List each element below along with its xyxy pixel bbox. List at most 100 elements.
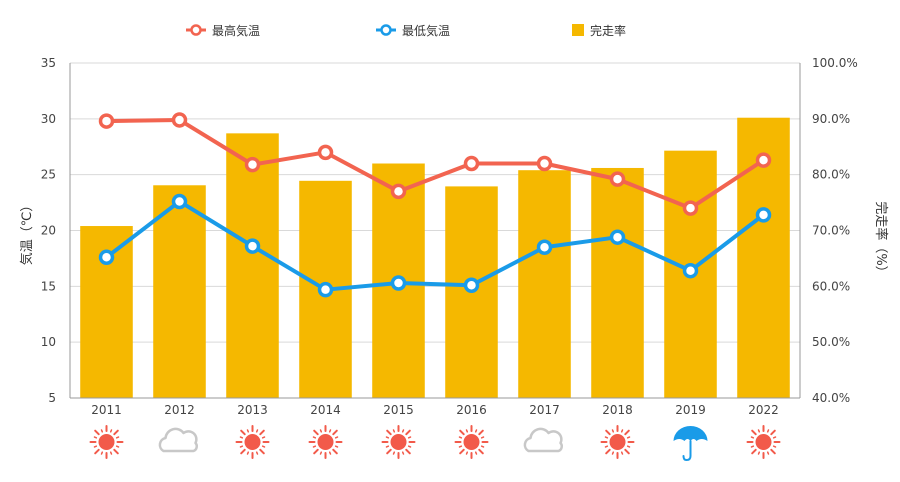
sun-ray [750,436,755,439]
sun-disc [609,434,626,450]
sun-ray [261,436,266,439]
sun-ray [312,445,317,448]
x-tick-label: 2018 [602,403,633,417]
sun-icon [89,425,124,459]
y-axis-left-ticks: 5 10 15 20 25 30 35 [41,56,56,405]
sun-icon [600,425,635,459]
sun-ray [312,436,317,439]
x-tick-label: 2017 [529,403,560,417]
max-temp-line [106,117,765,211]
max-temp-point [463,155,480,172]
sun-ray [385,445,390,448]
sun-disc [755,434,772,450]
sun-ray [386,448,392,455]
sun-ray [332,429,338,436]
legend-max-temp-label: 最高気温 [212,23,260,38]
line-series-min-temp [98,193,772,298]
max-temp-point [244,156,261,173]
min-temp-point [390,275,407,291]
sun-ray [94,429,100,436]
sun-ray [480,445,485,448]
max-temp-point [536,155,553,172]
sun-ray [478,448,484,455]
sun-ray [392,451,396,455]
weather-icons [89,425,781,462]
sun-ray [259,429,265,436]
sun-ray [480,436,485,439]
sun-ray [239,436,244,439]
bar-rate [518,170,571,398]
sun-ray [115,445,120,448]
sun-ray [465,451,469,455]
umbrella-icon [673,426,708,462]
max-temp-point [171,112,188,128]
y2-tick-label: 60.0% [812,279,850,293]
sun-ray [458,445,463,448]
legend-item-min-temp[interactable]: 最低気温 [376,23,450,38]
sun-ray [405,429,411,436]
sun-ray [255,429,259,433]
min-temp-point [609,229,626,245]
legend-rate-label: 完走率 [590,23,626,38]
sun-ray [319,429,323,433]
min-temp-point [463,277,480,293]
sun-icon [235,425,270,459]
sun-ray [766,429,770,433]
sun-ray [328,429,332,433]
min-temp-point [536,239,553,255]
sun-ray [751,429,757,436]
axes [69,63,801,399]
y-tick-label: 30 [41,112,56,126]
sun-ray [757,429,761,433]
x-tick-label: 2019 [675,403,706,417]
sun-ray [474,429,478,433]
sun-ray [240,448,246,455]
sun-ray [770,429,776,436]
sun-icon [381,425,416,459]
sun-ray [115,436,120,439]
x-axis-ticks: 2011 2012 2013 2014 2015 2016 2017 2018 2019 2022 [91,403,779,417]
max-temp-point [755,152,772,168]
sun-ray [750,445,755,448]
legend: 最高気温 最低気温 完走率 [186,23,626,38]
legend-item-max-temp[interactable]: 最高気温 [186,23,260,38]
y2-tick-label: 40.0% [812,391,850,405]
sun-ray [109,429,113,433]
sun-ray [94,448,100,455]
sun-ray [604,436,609,439]
sun-ray [100,451,104,455]
sun-ray [407,436,412,439]
sun-ray [458,436,463,439]
sun-ray [113,429,119,436]
y2-tick-label: 90.0% [812,112,850,126]
sun-ray [240,429,246,436]
umbrella-canopy [673,426,708,441]
cloud-shape [523,427,563,453]
bar-rate [153,185,206,398]
sun-ray [259,448,265,455]
sun-icon [454,425,489,459]
sun-ray [611,451,615,455]
x-tick-label: 2015 [383,403,414,417]
sun-ray [401,451,405,455]
sun-ray [626,436,631,439]
sun-ray [401,429,405,433]
sun-ray [386,429,392,436]
y-tick-label: 10 [41,335,56,349]
sun-ray [407,445,412,448]
x-tick-label: 2013 [237,403,268,417]
y-axis-right-title: 完走率（%） [873,201,889,278]
max-temp-point [98,113,115,129]
sun-ray [766,451,770,455]
cloud-icon [523,427,563,453]
min-temp-point [317,281,334,298]
legend-item-rate[interactable]: 完走率 [572,23,626,38]
sun-ray [770,448,776,455]
sun-ray [459,429,465,436]
legend-rate-swatch [572,24,584,36]
x-tick-label: 2022 [748,403,779,417]
y2-tick-label: 70.0% [812,224,850,238]
bar-series-rate [80,117,790,398]
sun-ray [109,451,113,455]
min-temp-point [98,249,115,266]
